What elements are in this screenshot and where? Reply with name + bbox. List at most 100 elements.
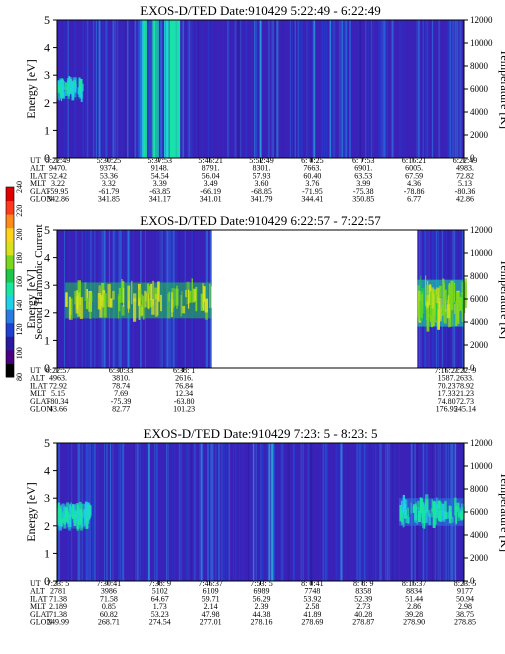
noise-strip — [94, 443, 96, 581]
noise-strip — [201, 443, 204, 581]
band-strip — [430, 508, 434, 518]
orbit-cell: 56.29 — [253, 594, 271, 603]
band-strip — [420, 294, 423, 318]
noise-strip — [330, 20, 333, 158]
noise-strip — [416, 20, 418, 158]
orbit-cell: 2781 — [50, 587, 66, 596]
band-strip — [58, 513, 62, 531]
noise-strip — [306, 20, 308, 158]
orbit-row-label-ilat: ILAT — [30, 381, 47, 390]
band-strip — [100, 297, 102, 306]
noise-strip — [183, 20, 185, 158]
noise-strip — [307, 443, 309, 581]
band-strip — [69, 504, 72, 515]
orbit-cell: 7:23: 5 — [47, 579, 69, 588]
noise-strip — [289, 20, 291, 158]
panel-title: EXOS-D/TED Date:910429 5:22:49 - 6:22:49 — [140, 3, 380, 18]
noise-strip — [197, 20, 199, 158]
temperature-tick-label: 8000 — [470, 484, 489, 494]
noise-strip — [136, 443, 139, 581]
energy-tick-label: 4 — [44, 41, 50, 55]
orbit-cell: 7:15:21 — [434, 366, 458, 375]
band-strip — [461, 506, 465, 514]
temperature-tick-label: 8000 — [470, 61, 489, 71]
noise-strip — [139, 443, 140, 581]
band-strip — [112, 290, 115, 300]
noise-strip — [276, 20, 279, 158]
noise-strip — [196, 20, 198, 158]
noise-strip — [384, 20, 387, 158]
noise-strip — [321, 20, 323, 158]
burst-strip — [143, 20, 146, 158]
orbit-cell: 7.69 — [114, 389, 128, 398]
orbit-cell: 67.59 — [405, 171, 423, 180]
noise-strip — [379, 20, 381, 158]
band-strip — [449, 288, 451, 321]
temperature-axis-label: Temperature [K] — [498, 49, 505, 129]
noise-strip — [363, 443, 365, 581]
band-strip — [67, 89, 70, 96]
band-strip — [109, 298, 113, 308]
noise-strip — [341, 443, 342, 581]
band-strip — [168, 291, 170, 302]
orbit-row-label-glon: GLON — [30, 195, 52, 204]
energy-axis-label: Energy [eV] — [24, 482, 38, 541]
band-strip — [128, 300, 130, 313]
colorbar-segment — [6, 349, 14, 364]
noise-strip — [326, 443, 328, 581]
band-strip — [67, 82, 70, 97]
orbit-row-label-glat: GLAT — [30, 397, 51, 406]
band-strip — [85, 504, 88, 517]
temperature-tick-label: 12000 — [470, 225, 493, 235]
orbit-row-label-mlt: MLT — [30, 179, 46, 188]
band-strip — [152, 280, 155, 306]
noise-strip — [234, 443, 237, 581]
band-strip — [76, 514, 79, 531]
energy-tick-label: 3 — [44, 491, 50, 505]
band-strip — [188, 290, 192, 303]
band-strip — [418, 307, 420, 319]
band-strip — [64, 508, 68, 522]
band-strip — [455, 292, 459, 323]
orbit-row-label-glat: GLAT — [30, 187, 51, 196]
band-strip — [444, 500, 447, 518]
band-strip — [194, 289, 197, 302]
orbit-cell: 4.36 — [407, 179, 421, 188]
noise-strip — [363, 443, 366, 581]
colorbar-tick-label: 160 — [15, 276, 24, 288]
orbit-cell: 1587. — [438, 374, 456, 383]
orbit-cell: 6901. — [354, 164, 372, 173]
noise-strip — [368, 20, 370, 158]
noise-strip — [218, 443, 220, 581]
orbit-cell: 3.49 — [204, 179, 218, 188]
band-strip — [451, 516, 454, 523]
noise-strip — [341, 443, 343, 581]
band-strip — [157, 281, 160, 302]
band-strip — [424, 285, 429, 302]
noise-strip — [181, 20, 184, 158]
noise-strip — [422, 20, 425, 158]
noise-strip — [287, 443, 290, 581]
band-strip — [87, 504, 91, 521]
noise-strip — [449, 20, 452, 158]
orbit-cell: -59.95 — [48, 187, 69, 196]
band-strip — [444, 308, 447, 324]
noise-strip — [360, 443, 362, 581]
spectrogram-feature-burst — [139, 20, 181, 158]
noise-strip — [347, 443, 349, 581]
band-strip — [59, 512, 64, 523]
energy-tick-label: 4 — [44, 464, 50, 478]
spectrogram-feature-band — [57, 501, 92, 531]
noise-strip — [188, 443, 190, 581]
noise-strip — [322, 443, 324, 581]
temperature-tick-label: 0 — [470, 153, 475, 163]
noise-strip — [237, 20, 240, 158]
band-strip — [457, 511, 460, 522]
noise-strip — [339, 20, 341, 158]
noise-strip — [102, 20, 105, 158]
band-strip — [200, 293, 203, 311]
energy-tick-label: 2 — [44, 519, 50, 533]
orbit-cell: 8358 — [355, 587, 371, 596]
noise-strip — [297, 20, 300, 158]
band-strip — [443, 289, 447, 303]
